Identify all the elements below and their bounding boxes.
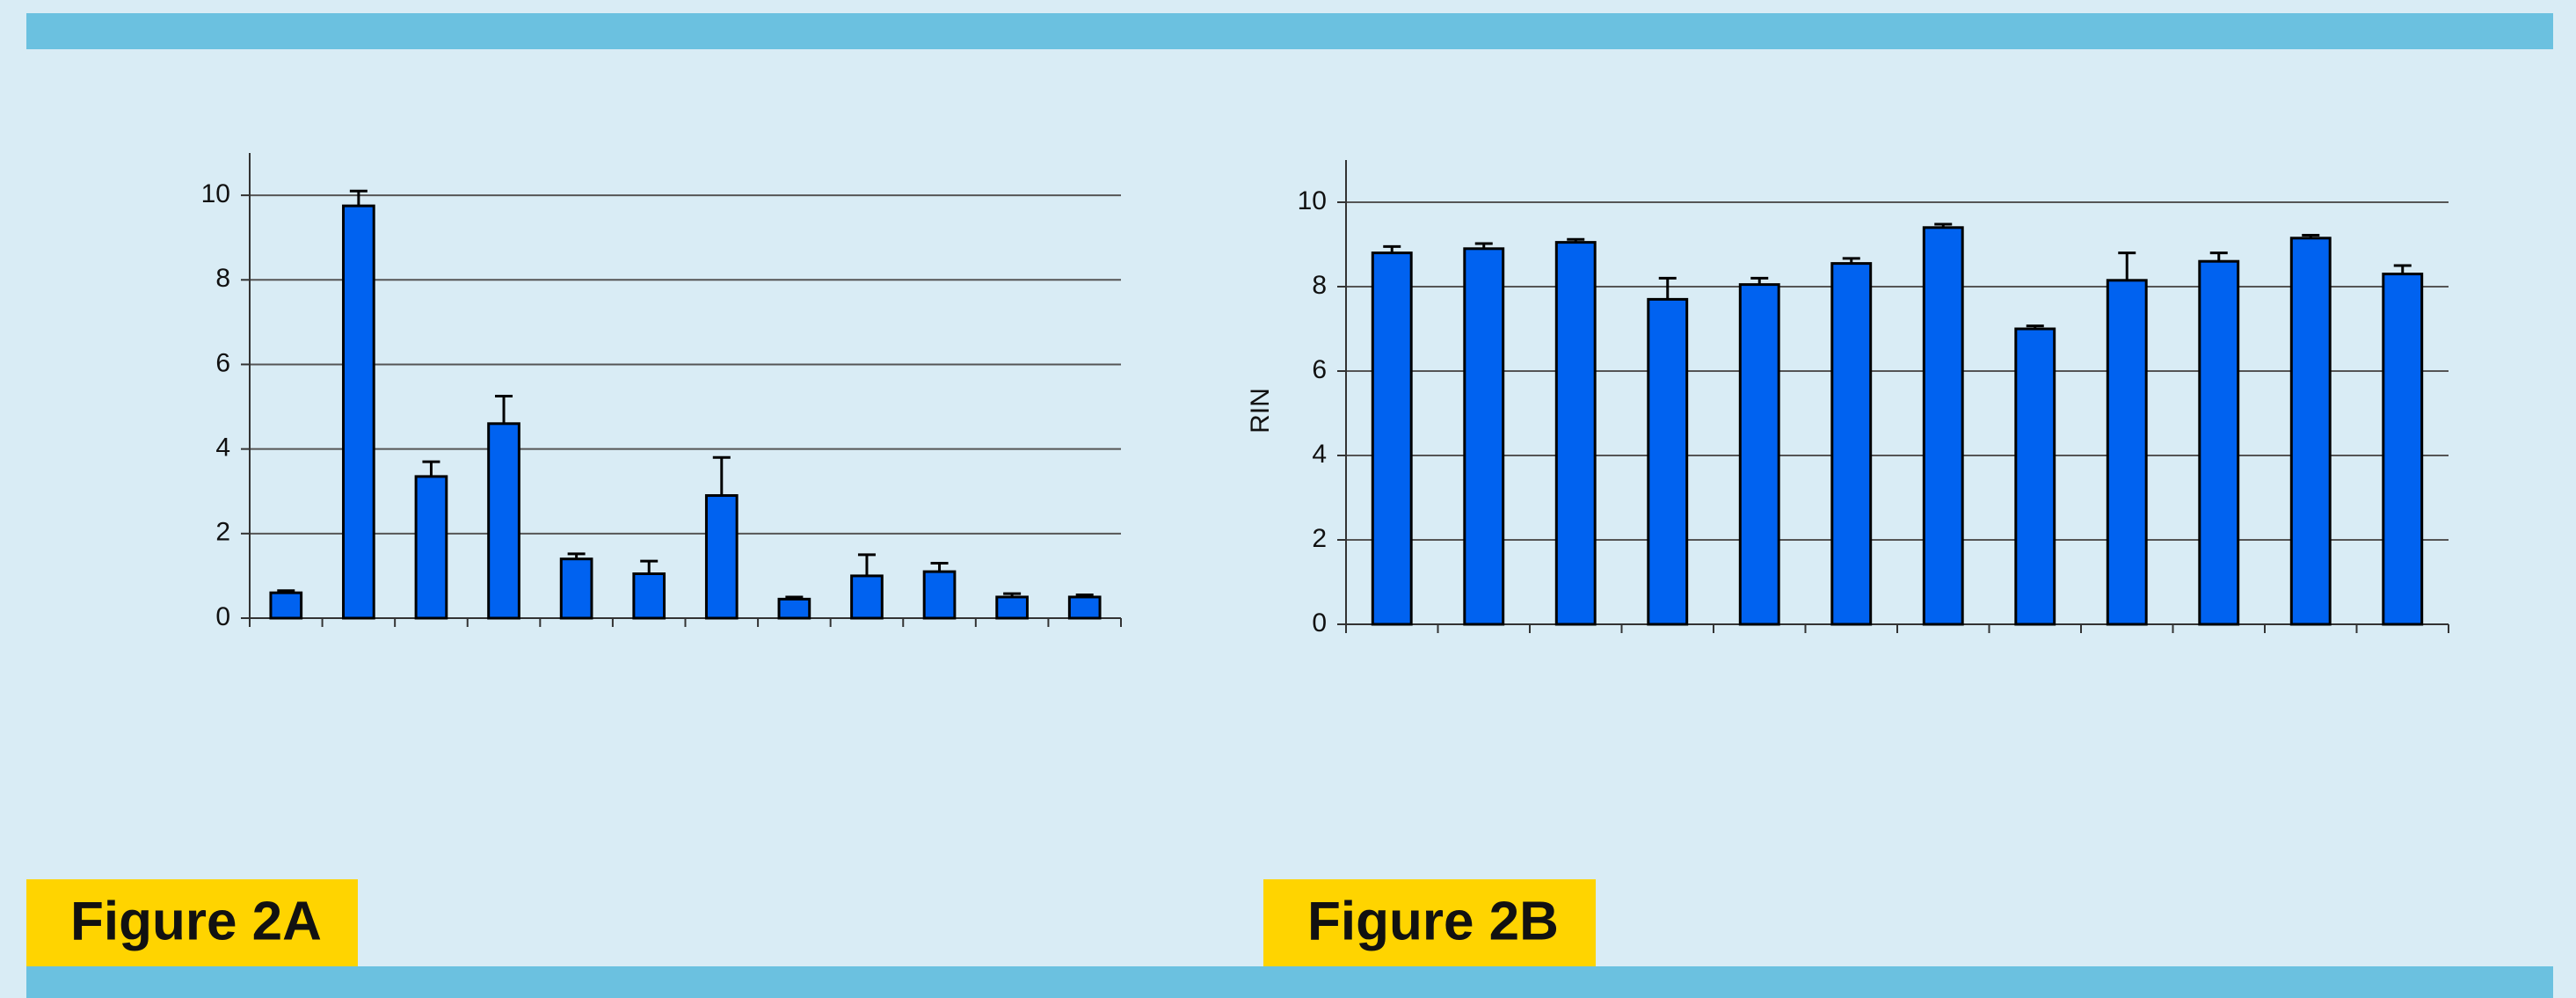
bar	[2014, 327, 2056, 626]
bar	[1554, 241, 1597, 626]
bar	[2382, 273, 2424, 626]
bar	[922, 570, 957, 620]
y-tick-label: 4	[215, 433, 230, 463]
bar	[1830, 262, 1873, 626]
bar	[995, 595, 1029, 620]
y-tick-label: 0	[215, 602, 230, 631]
y-tick-label: 2	[1312, 524, 1327, 553]
bar	[1647, 297, 1689, 626]
bar	[342, 204, 375, 620]
y-tick-label: 6	[1312, 355, 1327, 384]
bar	[487, 422, 520, 620]
bar	[1922, 226, 1964, 626]
top-band	[26, 13, 2553, 49]
bar	[777, 597, 811, 620]
bar	[1463, 247, 1505, 626]
bar	[1371, 251, 1413, 626]
y-tick-label: 10	[1298, 186, 1327, 215]
bar	[2289, 237, 2332, 626]
bottom-band	[26, 966, 2553, 998]
bar	[559, 557, 593, 620]
bar	[850, 574, 884, 620]
bar	[1067, 595, 1102, 620]
panel-label: Figure 2B	[1307, 891, 1559, 951]
bar	[704, 494, 739, 620]
bar	[269, 591, 303, 620]
bar	[632, 572, 666, 620]
y-tick-label: 4	[1312, 440, 1327, 469]
bar	[2106, 279, 2148, 626]
panel-label-box	[1263, 879, 1596, 966]
y-tick-label: 6	[215, 348, 230, 377]
bar	[2198, 259, 2240, 626]
y-tick-label: 10	[201, 179, 230, 208]
y-tick-label: 2	[215, 518, 230, 547]
y-axis-label: RIN	[1246, 388, 1275, 433]
panel-label-box	[26, 879, 358, 966]
bar	[414, 475, 448, 620]
y-tick-label: 8	[215, 264, 230, 293]
y-tick-label: 8	[1312, 271, 1327, 300]
y-tick-label: 0	[1312, 608, 1327, 637]
panel-label: Figure 2A	[70, 891, 322, 951]
bar	[1738, 283, 1780, 626]
